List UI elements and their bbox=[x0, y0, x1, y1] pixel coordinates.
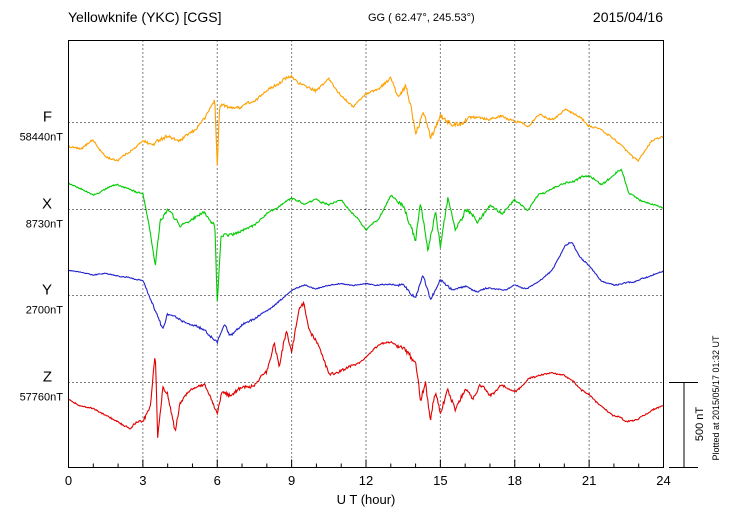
scale-bar-label: 500 nT bbox=[694, 407, 706, 442]
trace-Y bbox=[68, 241, 664, 345]
trace-X bbox=[68, 168, 664, 302]
component-label-Z: Z bbox=[43, 369, 52, 386]
baseline-value-Y: 2700nT bbox=[26, 305, 64, 317]
plot-border bbox=[68, 40, 664, 468]
x-axis-title: U T (hour) bbox=[337, 492, 396, 507]
x-tick-label: 3 bbox=[139, 473, 146, 488]
station-title: Yellowknife (YKC) [CGS] bbox=[68, 9, 222, 25]
x-tick-label: 0 bbox=[65, 473, 72, 488]
component-label-X: X bbox=[42, 196, 52, 213]
x-tick-label: 9 bbox=[288, 473, 295, 488]
geographic-coords: GG ( 62.47°, 245.53°) bbox=[368, 12, 475, 24]
x-tick-label: 21 bbox=[582, 473, 596, 488]
plot-date: 2015/04/16 bbox=[593, 9, 663, 25]
x-tick-label: 24 bbox=[656, 473, 670, 488]
chart-generated-layer: F 58440nT X 8730nT Y 2700nT Z 57760nT 0 3 6 9 12 15 18… bbox=[20, 40, 698, 488]
plotted-at-note: Plotted at 2015/05/17 01:32 UT bbox=[711, 335, 721, 461]
x-tick-label: 6 bbox=[214, 473, 221, 488]
component-label-Y: Y bbox=[42, 282, 52, 299]
baseline-value-F: 58440nT bbox=[20, 132, 64, 144]
trace-Z bbox=[68, 300, 664, 438]
x-tick-label: 18 bbox=[508, 473, 522, 488]
x-tick-label: 12 bbox=[359, 473, 373, 488]
component-label-F: F bbox=[43, 109, 52, 126]
baseline-value-X: 8730nT bbox=[26, 219, 64, 231]
trace-F bbox=[68, 74, 664, 166]
baseline-value-Z: 57760nT bbox=[20, 392, 64, 404]
x-tick-label: 15 bbox=[433, 473, 447, 488]
